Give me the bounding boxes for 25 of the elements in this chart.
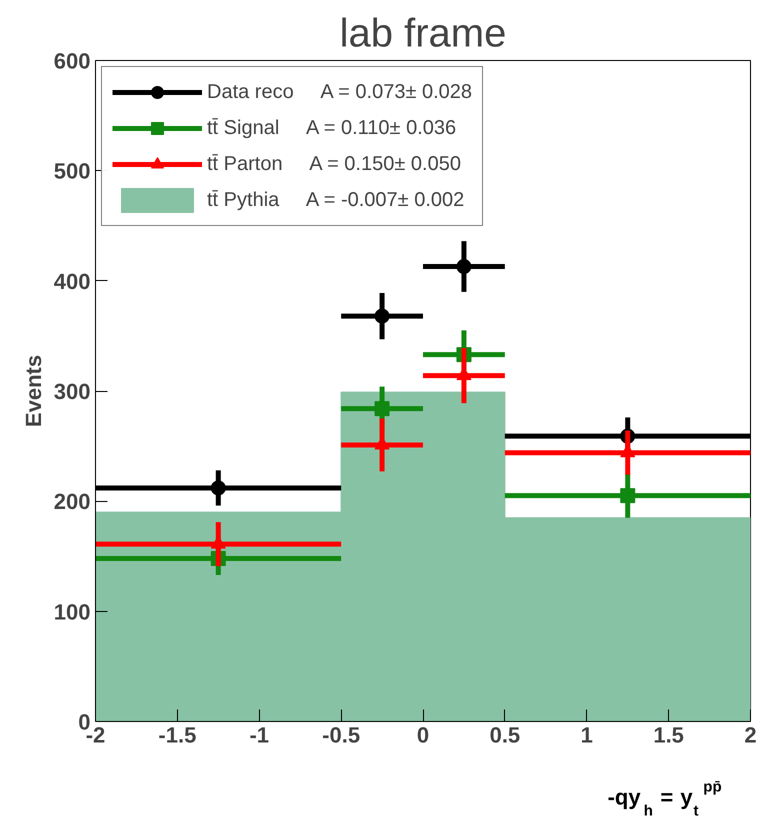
point [374, 401, 390, 416]
x-tick-label: -0.5 [322, 722, 360, 748]
y-tick-label: 500 [54, 158, 91, 184]
x-tick-label: 0.5 [490, 722, 520, 748]
y-tick-label: 100 [54, 599, 91, 624]
legend-label: tt̄ Pythia A = -0.007± 0.002 [207, 188, 464, 212]
chart-title: lab frame [340, 12, 506, 56]
legend-label: Data reco A = 0.073± 0.028 [207, 80, 472, 104]
x-tick-label: 1 [580, 722, 593, 748]
point [210, 480, 226, 496]
y-tick-label: 200 [54, 489, 91, 514]
x-tick-label: 1.5 [653, 722, 684, 748]
legend-label: tt̄ Parton A = 0.150± 0.050 [207, 152, 461, 176]
point [620, 488, 636, 504]
point [456, 259, 472, 274]
x-tick-label: 2 [744, 722, 757, 748]
y-tick-label: 400 [54, 268, 91, 294]
y-tick-label: 600 [54, 48, 91, 74]
legend-label: tt̄ Signal A = 0.110± 0.036 [207, 116, 456, 140]
x-tick-label: 0 [416, 722, 430, 748]
point [374, 308, 390, 324]
y-axis-title: Events [20, 354, 46, 428]
x-tick-label: -1.5 [158, 722, 196, 748]
y-tick-label: 300 [54, 379, 91, 404]
x-tick-label: -1 [249, 722, 270, 748]
